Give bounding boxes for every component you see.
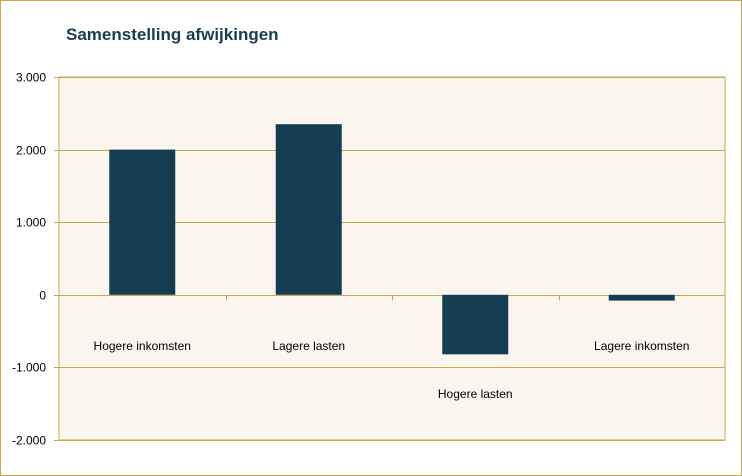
bar <box>442 294 509 355</box>
y-tick-label: 2.000 <box>16 144 46 158</box>
category-label: Hogere lasten <box>438 387 513 401</box>
y-tick-label: -2.000 <box>12 434 46 448</box>
y-tick-label: 1.000 <box>16 216 46 230</box>
y-tick-label: 0 <box>39 289 46 303</box>
category-label: Hogere inkomsten <box>94 339 191 353</box>
category-label: Lagere lasten <box>272 339 345 353</box>
bar <box>109 149 176 295</box>
y-tick-label: -1.000 <box>12 361 46 375</box>
bar <box>275 124 342 295</box>
y-tick-label: 3.000 <box>16 71 46 85</box>
chart-title: Samenstelling afwijkingen <box>66 25 279 44</box>
category-label: Lagere inkomsten <box>594 339 689 353</box>
bar <box>608 294 675 301</box>
